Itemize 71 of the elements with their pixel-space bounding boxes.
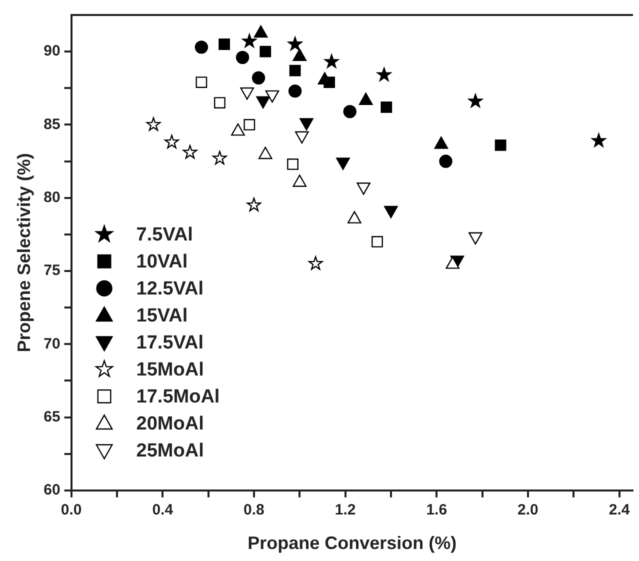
point xyxy=(246,198,262,212)
point xyxy=(240,87,254,100)
point xyxy=(288,84,302,98)
legend-label: 15VAl xyxy=(136,306,188,327)
point xyxy=(358,92,373,105)
point xyxy=(439,154,452,168)
point xyxy=(244,119,256,130)
point xyxy=(494,139,506,151)
y-axis-title: Propene Selectivity (%) xyxy=(14,153,34,352)
point xyxy=(434,136,448,149)
point xyxy=(384,206,398,218)
legend-label: 20MoAl xyxy=(136,414,204,435)
x-tick-label: 1.6 xyxy=(426,502,448,519)
point xyxy=(265,90,280,103)
point xyxy=(356,182,370,195)
point xyxy=(292,174,307,187)
x-tick-label: 2.4 xyxy=(608,502,630,519)
point xyxy=(258,146,272,160)
point xyxy=(343,104,356,118)
point xyxy=(146,117,161,131)
legend-label: 10VAl xyxy=(136,252,188,273)
point xyxy=(592,133,606,147)
y-tick-label: 85 xyxy=(44,116,60,133)
x-tick-label: 0.8 xyxy=(244,502,264,519)
point xyxy=(236,50,250,64)
y-tick-label: 60 xyxy=(44,482,60,499)
point xyxy=(212,150,227,165)
point xyxy=(468,232,482,245)
x-axis-title: Propane Conversion (%) xyxy=(248,533,457,554)
legend-label: 7.5VAl xyxy=(136,224,193,246)
y-tick-label: 65 xyxy=(44,408,60,426)
point xyxy=(336,158,350,170)
point xyxy=(256,96,270,109)
point xyxy=(292,48,307,62)
point xyxy=(295,131,309,144)
y-tick-label: 80 xyxy=(44,188,60,206)
point xyxy=(300,118,314,130)
point xyxy=(214,97,226,108)
point xyxy=(196,76,208,88)
point xyxy=(182,145,198,159)
point xyxy=(231,123,245,136)
point xyxy=(380,101,392,113)
legend-label: 17.5MoAl xyxy=(136,386,220,408)
legend-label: 17.5VAl xyxy=(136,332,204,354)
x-tick-label: 1.2 xyxy=(334,502,356,519)
point xyxy=(252,71,266,84)
point xyxy=(289,64,301,76)
legend-label: 15MoAl xyxy=(136,360,204,381)
point xyxy=(324,54,339,68)
point xyxy=(254,25,268,38)
point xyxy=(376,67,392,82)
point xyxy=(164,134,179,148)
y-tick-label: 90 xyxy=(44,42,60,60)
point xyxy=(194,40,208,54)
point xyxy=(372,236,383,248)
x-tick-label: 0.4 xyxy=(152,502,174,519)
point xyxy=(308,256,323,270)
legend-label: 12.5VAl xyxy=(136,278,204,300)
point xyxy=(468,94,483,108)
point xyxy=(288,36,302,50)
point xyxy=(348,211,362,224)
point xyxy=(287,158,298,170)
y-tick-label: 75 xyxy=(44,262,60,280)
y-tick-label: 70 xyxy=(44,335,60,352)
point xyxy=(218,38,230,50)
legend-label: 25MoAl xyxy=(136,440,204,462)
x-tick-label: 2.0 xyxy=(518,502,538,519)
point xyxy=(242,34,257,48)
point xyxy=(260,46,272,58)
point xyxy=(446,256,460,269)
x-tick-label: 0.0 xyxy=(60,502,82,519)
